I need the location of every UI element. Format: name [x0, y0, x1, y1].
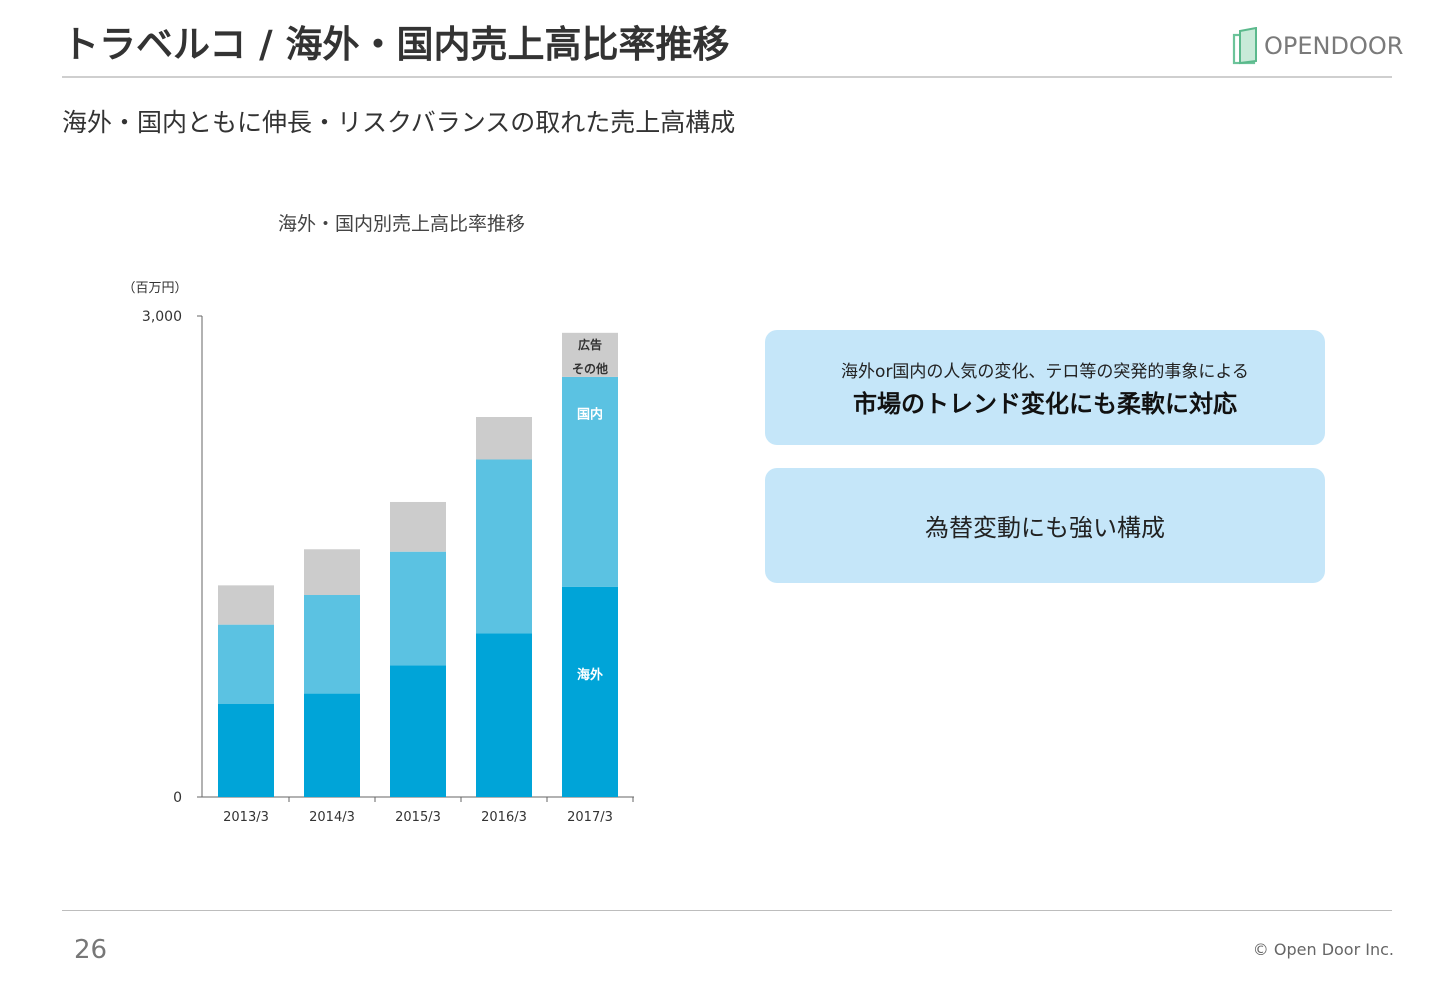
opendoor-logo: OPENDOOR: [1232, 26, 1403, 66]
callout-trend-line2: 市場のトレンド変化にも柔軟に対応: [853, 389, 1237, 418]
y-tick-label: 0: [173, 790, 182, 806]
series-label-ads: 広告: [578, 337, 602, 352]
bar-segment: [304, 549, 360, 595]
x-tick-label: 2016/3: [481, 810, 527, 825]
bar-segment: [218, 624, 274, 705]
bar-segment: [390, 551, 446, 666]
bar-segment: [390, 665, 446, 797]
x-tick-label: 2014/3: [309, 810, 355, 825]
stacked-bar-chart: 0 3,000 （百万円） 2013/3 2014/3 2015/3 2016/3 2017/…: [122, 281, 634, 825]
series-label-other: その他: [572, 361, 608, 376]
header-divider: [62, 76, 1392, 78]
page-title: トラベルコ / 海外・国内売上高比率推移: [62, 23, 730, 66]
bar-segment: [562, 332, 618, 377]
series-label-overseas: 海外: [577, 667, 603, 683]
callout-trend-response: 海外or国内の人気の変化、テロ等の突発的事象による 市場のトレンド変化にも柔軟に…: [765, 330, 1325, 445]
x-tick-label: 2013/3: [223, 810, 269, 825]
copyright: © Open Door Inc.: [1252, 940, 1394, 959]
bar-segment: [218, 585, 274, 625]
footer-divider: [62, 910, 1392, 911]
chart-title: 海外・国内別売上高比率推移: [278, 213, 526, 235]
callout-trend-line1: 海外or国内の人気の変化、テロ等の突発的事象による: [841, 361, 1249, 382]
y-unit-label: （百万円）: [122, 281, 187, 296]
bar-segment: [304, 594, 360, 694]
bar-segment: [218, 704, 274, 797]
bar-segment: [562, 586, 618, 797]
door-logo-icon: [1232, 27, 1257, 65]
bar-segment: [476, 417, 532, 460]
x-tick-label: 2015/3: [395, 810, 441, 825]
page-number: 26: [74, 935, 108, 965]
subtitle: 海外・国内ともに伸長・リスクバランスの取れた売上高構成: [62, 108, 736, 137]
bar-segment: [390, 501, 446, 552]
logo-text: OPENDOOR: [1264, 32, 1404, 60]
bar-segment: [476, 633, 532, 797]
callout-exchange-text: 為替変動にも強い構成: [925, 514, 1165, 542]
bar-segment: [476, 459, 532, 634]
bar-segment: [562, 376, 618, 587]
callout-exchange-rate: 為替変動にも強い構成: [765, 468, 1325, 583]
y-tick-label: 3,000: [142, 309, 182, 325]
x-tick-label: 2017/3: [567, 810, 613, 825]
series-label-domestic: 国内: [577, 407, 603, 423]
bar-segment: [304, 693, 360, 797]
